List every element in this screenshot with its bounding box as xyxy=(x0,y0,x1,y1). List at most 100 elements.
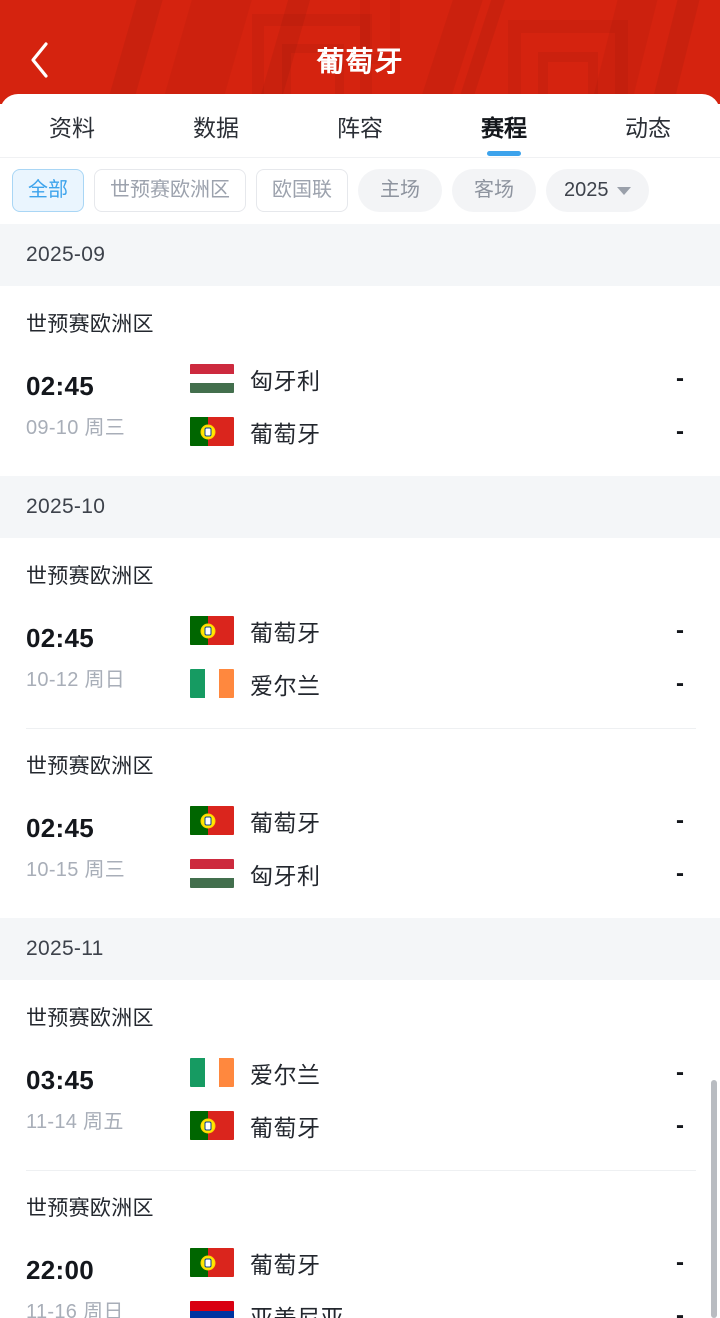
home-team-row: 匈牙利 xyxy=(190,352,640,405)
home-team-name: 爱尔兰 xyxy=(250,1061,321,1088)
home-team-name: 葡萄牙 xyxy=(250,1251,321,1278)
filter-chip-0[interactable]: 全部 xyxy=(12,169,84,212)
away-team-name: 匈牙利 xyxy=(250,862,321,889)
tab-1[interactable]: 数据 xyxy=(144,94,288,158)
match-row[interactable]: 世预赛欧洲区 02:45 10-15 周三 葡萄牙 匈牙利 - - xyxy=(0,728,720,918)
match-row[interactable]: 世预赛欧洲区 03:45 11-14 周五 爱尔兰 葡萄牙 - - xyxy=(0,980,720,1170)
page-title: 葡萄牙 xyxy=(316,46,404,77)
chevron-down-icon xyxy=(616,186,631,195)
kickoff-time: 03:45 xyxy=(26,1065,94,1096)
year-selector[interactable]: 2025 xyxy=(546,169,649,212)
page-header: 葡萄牙 xyxy=(0,0,720,104)
home-score: - xyxy=(676,806,684,834)
competition-name: 世预赛欧洲区 xyxy=(26,313,154,336)
kickoff-time: 22:00 xyxy=(26,1255,94,1286)
portugal-flag xyxy=(190,417,234,446)
year-label: 2025 xyxy=(564,179,609,201)
tab-3[interactable]: 赛程 xyxy=(432,94,576,158)
month-header: 2025-11 xyxy=(0,918,720,980)
header-decorative-pattern xyxy=(0,0,720,104)
chevron-left-icon xyxy=(28,40,52,80)
portugal-flag xyxy=(190,806,234,835)
away-score: - xyxy=(676,859,684,887)
hungary-flag xyxy=(190,859,234,888)
tab-label: 阵容 xyxy=(337,114,383,141)
away-team-row: 亚美尼亚 xyxy=(190,1289,640,1318)
match-row[interactable]: 世预赛欧洲区 02:45 10-12 周日 葡萄牙 爱尔兰 - - xyxy=(0,538,720,728)
match-time-block: 02:45 10-15 周三 xyxy=(0,812,190,882)
match-time-block: 02:45 09-10 周三 xyxy=(0,370,190,440)
away-team-row: 葡萄牙 xyxy=(190,1099,640,1152)
filter-bar: 全部 世预赛欧洲区 欧国联 主场 客场 2025 xyxy=(0,158,720,224)
away-team-name: 亚美尼亚 xyxy=(250,1304,344,1318)
match-row[interactable]: 世预赛欧洲区 22:00 11-16 周日 葡萄牙 亚美尼亚 - - xyxy=(0,1170,720,1318)
home-score: - xyxy=(676,364,684,392)
score-block: -- xyxy=(640,1046,720,1152)
tab-label: 数据 xyxy=(193,114,239,141)
portugal-flag xyxy=(190,1111,234,1140)
portugal-flag xyxy=(190,616,234,645)
home-team-name: 葡萄牙 xyxy=(250,619,321,646)
away-score: - xyxy=(676,669,684,697)
kickoff-time: 02:45 xyxy=(26,371,94,402)
away-team-name: 爱尔兰 xyxy=(250,672,321,699)
match-row[interactable]: 世预赛欧洲区 02:45 09-10 周三 匈牙利 葡萄牙 - - xyxy=(0,286,720,476)
home-team-row: 爱尔兰 xyxy=(190,1046,640,1099)
teams-block: 葡萄牙 匈牙利 xyxy=(190,794,640,900)
match-time-block: 02:45 10-12 周日 xyxy=(0,622,190,692)
away-team-row: 匈牙利 xyxy=(190,847,640,900)
home-team-name: 葡萄牙 xyxy=(250,809,321,836)
armenia-flag xyxy=(190,1301,234,1318)
match-date: 09-10 周三 xyxy=(26,416,126,439)
away-score: - xyxy=(676,1111,684,1139)
match-date: 11-14 周五 xyxy=(26,1110,124,1133)
home-team-row: 葡萄牙 xyxy=(190,1236,640,1289)
home-score: - xyxy=(676,1248,684,1276)
filter-pill-0[interactable]: 主场 xyxy=(358,169,442,212)
home-team-row: 葡萄牙 xyxy=(190,604,640,657)
kickoff-time: 02:45 xyxy=(26,813,94,844)
tab-bar: 资料 数据 阵容 赛程 动态 xyxy=(0,94,720,158)
filter-chip-2[interactable]: 欧国联 xyxy=(256,169,348,212)
teams-block: 匈牙利 葡萄牙 xyxy=(190,352,640,458)
away-team-row: 葡萄牙 xyxy=(190,405,640,458)
away-team-name: 葡萄牙 xyxy=(250,1114,321,1141)
match-date: 11-16 周日 xyxy=(26,1300,124,1318)
filter-pill-1[interactable]: 客场 xyxy=(452,169,536,212)
ireland-flag xyxy=(190,1058,234,1087)
hungary-flag xyxy=(190,364,234,393)
score-block: -- xyxy=(640,794,720,900)
tab-label: 动态 xyxy=(625,114,671,141)
home-team-row: 葡萄牙 xyxy=(190,794,640,847)
match-time-block: 03:45 11-14 周五 xyxy=(0,1064,190,1134)
tab-4[interactable]: 动态 xyxy=(576,94,720,158)
tab-0[interactable]: 资料 xyxy=(0,94,144,158)
home-team-name: 匈牙利 xyxy=(250,367,321,394)
match-date: 10-12 周日 xyxy=(26,668,126,691)
competition-name: 世预赛欧洲区 xyxy=(26,755,154,778)
teams-block: 爱尔兰 葡萄牙 xyxy=(190,1046,640,1152)
month-header: 2025-09 xyxy=(0,224,720,286)
teams-block: 葡萄牙 亚美尼亚 xyxy=(190,1236,640,1318)
score-block: -- xyxy=(640,1236,720,1318)
match-time-block: 22:00 11-16 周日 xyxy=(0,1254,190,1318)
competition-name: 世预赛欧洲区 xyxy=(26,1197,154,1220)
score-block: -- xyxy=(640,352,720,458)
teams-block: 葡萄牙 爱尔兰 xyxy=(190,604,640,710)
tab-2[interactable]: 阵容 xyxy=(288,94,432,158)
score-block: -- xyxy=(640,604,720,710)
away-score: - xyxy=(676,1301,684,1318)
away-team-row: 爱尔兰 xyxy=(190,657,640,710)
filter-chip-1[interactable]: 世预赛欧洲区 xyxy=(94,169,246,212)
vertical-scrollbar[interactable] xyxy=(711,1080,717,1318)
home-score: - xyxy=(676,1058,684,1086)
tab-label: 资料 xyxy=(49,114,95,141)
portugal-flag xyxy=(190,1248,234,1277)
kickoff-time: 02:45 xyxy=(26,623,94,654)
tab-label: 赛程 xyxy=(481,114,527,141)
away-team-name: 葡萄牙 xyxy=(250,420,321,447)
back-button[interactable] xyxy=(14,34,66,86)
content-sheet: 资料 数据 阵容 赛程 动态 全部 世预赛欧洲区 欧国联 主场 客场 2025 2025-09 世预… xyxy=(0,94,720,1318)
home-score: - xyxy=(676,616,684,644)
competition-name: 世预赛欧洲区 xyxy=(26,1007,154,1030)
